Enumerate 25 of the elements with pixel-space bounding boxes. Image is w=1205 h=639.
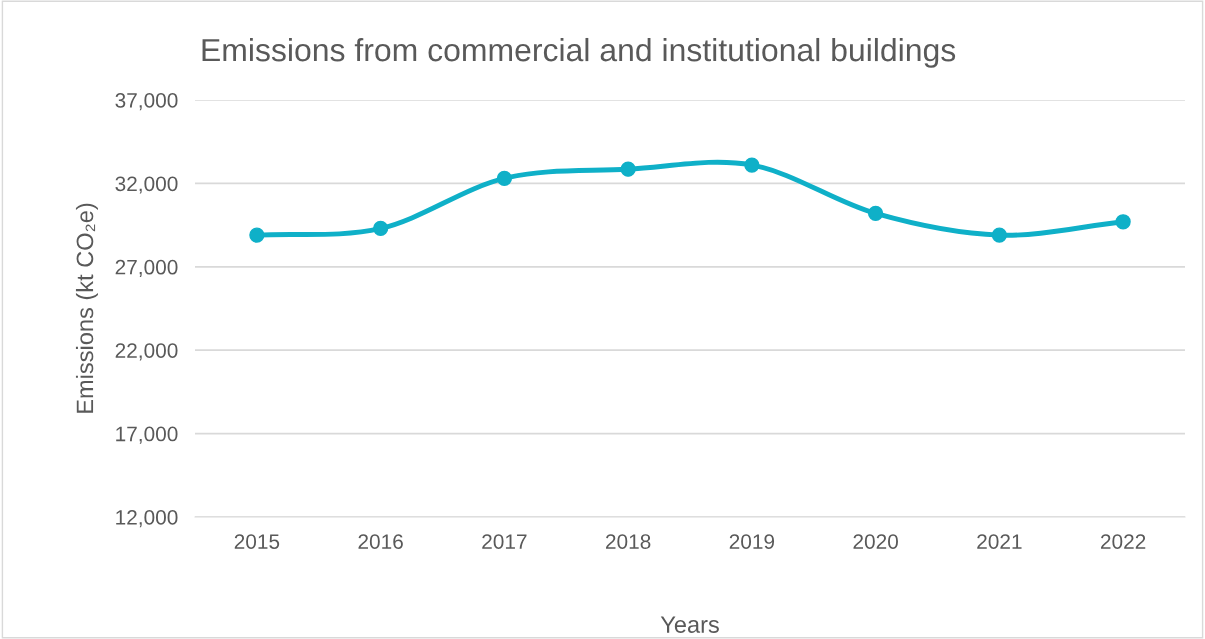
y-tick-label: 22,000 <box>115 343 178 361</box>
point <box>1115 214 1131 230</box>
point <box>372 220 389 237</box>
x-tick-label: 2022 <box>1101 534 1146 549</box>
x-tick-label: 2016 <box>358 534 403 549</box>
x-tick-label: 2020 <box>853 534 898 549</box>
x-tick-label: 2017 <box>482 534 527 549</box>
x-tick-label: 2018 <box>606 534 651 549</box>
point <box>496 170 513 187</box>
x-tick-label: 2019 <box>729 534 775 549</box>
point <box>991 227 1008 243</box>
point <box>744 157 760 173</box>
y-tick-label: 27,000 <box>115 259 178 278</box>
y-tick-label: 17,000 <box>116 426 178 444</box>
point <box>620 161 636 177</box>
x-tick-label: 2015 <box>234 534 280 549</box>
y-tick-label: 37,000 <box>115 93 178 111</box>
chart-title: Emissions from commercial and institutional buildings <box>202 37 956 68</box>
point <box>249 227 265 243</box>
point <box>867 205 884 222</box>
y-tick-label: 12,000 <box>116 510 178 528</box>
y-axis-title: Emissions (kt CO₂e) <box>75 203 98 413</box>
x-tick-label: 2021 <box>977 534 1022 549</box>
x-axis-title: Years <box>660 616 719 633</box>
y-tick-label: 32,000 <box>115 176 178 194</box>
